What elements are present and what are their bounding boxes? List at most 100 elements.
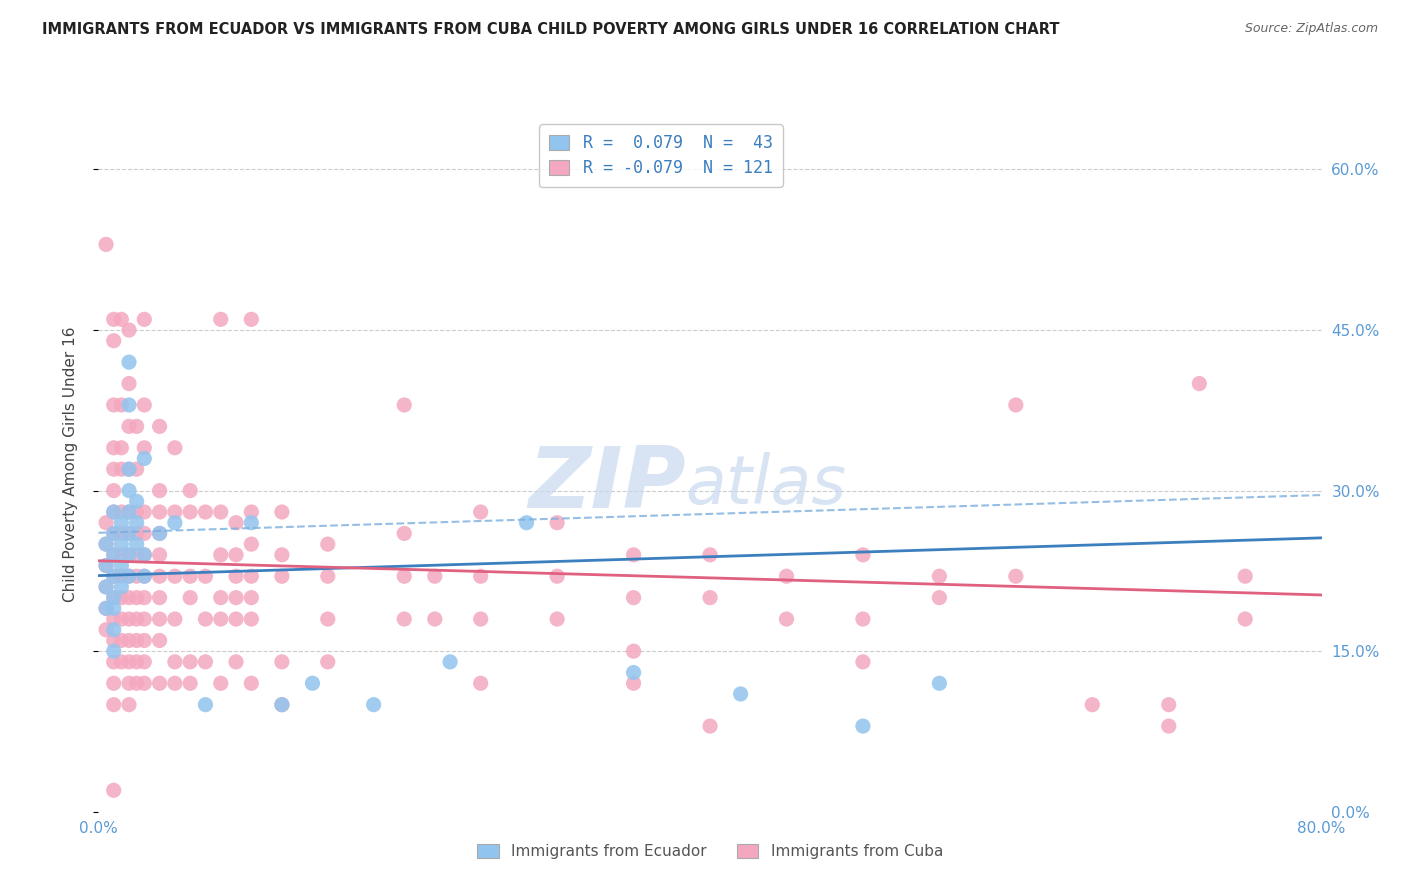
Point [103, 623, 125, 637]
Point [118, 483, 141, 498]
Point [194, 569, 217, 583]
Point [209, 676, 232, 690]
Point [623, 676, 645, 690]
Point [118, 548, 141, 562]
Point [1081, 698, 1104, 712]
Point [103, 462, 125, 476]
Point [125, 526, 148, 541]
Point [470, 505, 492, 519]
Point [103, 569, 125, 583]
Point [225, 569, 247, 583]
Point [125, 676, 148, 690]
Text: Source: ZipAtlas.com: Source: ZipAtlas.com [1244, 22, 1378, 36]
Point [1157, 719, 1180, 733]
Point [103, 783, 125, 797]
Point [125, 505, 148, 519]
Point [699, 548, 721, 562]
Point [392, 569, 416, 583]
Point [623, 644, 645, 658]
Point [103, 441, 125, 455]
Point [209, 548, 232, 562]
Point [134, 505, 156, 519]
Point [240, 505, 263, 519]
Point [163, 441, 186, 455]
Point [179, 591, 201, 605]
Point [103, 591, 125, 605]
Point [270, 569, 292, 583]
Point [149, 526, 172, 541]
Point [316, 537, 339, 551]
Point [163, 612, 186, 626]
Point [194, 655, 217, 669]
Point [209, 612, 232, 626]
Point [103, 676, 125, 690]
Point [546, 516, 568, 530]
Point [623, 665, 645, 680]
Point [852, 612, 875, 626]
Point [623, 591, 645, 605]
Point [699, 591, 721, 605]
Point [163, 569, 186, 583]
Point [928, 569, 950, 583]
Point [225, 612, 247, 626]
Point [110, 591, 132, 605]
Point [225, 548, 247, 562]
Point [94, 580, 117, 594]
Point [125, 462, 148, 476]
Point [118, 569, 141, 583]
Point [118, 698, 141, 712]
Point [149, 569, 172, 583]
Point [316, 569, 339, 583]
Y-axis label: Child Poverty Among Girls Under 16: Child Poverty Among Girls Under 16 [63, 326, 77, 601]
Point [118, 376, 141, 391]
Point [103, 526, 125, 541]
Point [94, 601, 117, 615]
Point [134, 526, 156, 541]
Point [1234, 569, 1257, 583]
Point [103, 698, 125, 712]
Point [301, 676, 323, 690]
Point [699, 719, 721, 733]
Point [125, 633, 148, 648]
Point [240, 591, 263, 605]
Point [149, 612, 172, 626]
Point [94, 537, 117, 551]
Point [209, 505, 232, 519]
Point [134, 569, 156, 583]
Point [118, 569, 141, 583]
Point [103, 601, 125, 615]
Point [225, 516, 247, 530]
Point [270, 505, 292, 519]
Point [103, 312, 125, 326]
Point [125, 569, 148, 583]
Point [94, 623, 117, 637]
Point [179, 676, 201, 690]
Point [470, 676, 492, 690]
Point [103, 505, 125, 519]
Point [103, 612, 125, 626]
Point [125, 591, 148, 605]
Point [149, 483, 172, 498]
Point [179, 483, 201, 498]
Point [118, 526, 141, 541]
Point [118, 612, 141, 626]
Point [118, 633, 141, 648]
Point [134, 655, 156, 669]
Point [103, 655, 125, 669]
Point [423, 612, 446, 626]
Point [118, 419, 141, 434]
Point [240, 516, 263, 530]
Point [118, 462, 141, 476]
Point [134, 612, 156, 626]
Point [179, 569, 201, 583]
Point [363, 698, 385, 712]
Point [134, 451, 156, 466]
Point [163, 655, 186, 669]
Point [110, 580, 132, 594]
Point [103, 526, 125, 541]
Point [179, 655, 201, 669]
Point [125, 655, 148, 669]
Point [118, 505, 141, 519]
Point [110, 537, 132, 551]
Point [775, 569, 797, 583]
